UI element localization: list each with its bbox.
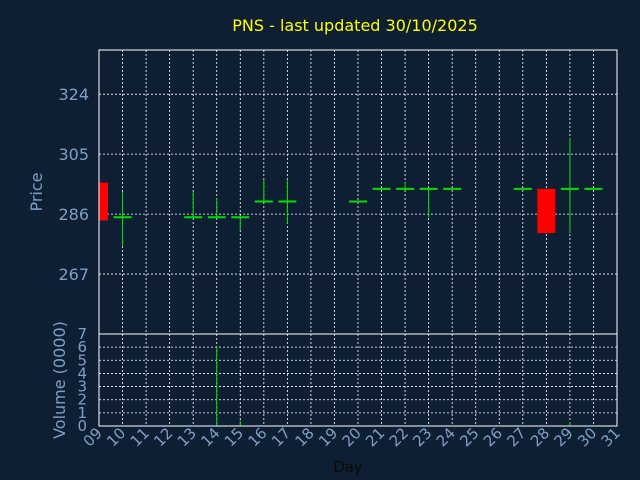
day-tick-labels: 0910111213141516171819202122232425262728… xyxy=(80,424,624,450)
price-axis-label: Price xyxy=(27,172,46,211)
volume-tick-label: 0 xyxy=(77,417,87,435)
day-axis-label: Day xyxy=(333,458,363,476)
volume-axis-label: Volume (0000) xyxy=(50,321,69,439)
candles xyxy=(98,138,603,246)
chart-title: PNS - last updated 30/10/2025 xyxy=(232,16,478,35)
candle-body xyxy=(537,188,556,234)
volume-tick-label: 7 xyxy=(77,325,87,343)
volume-tick-label: 5 xyxy=(77,351,87,369)
volume-tick-label: 3 xyxy=(77,378,87,396)
price-tick-labels: 267 286 305 324 xyxy=(58,85,89,284)
candle-body xyxy=(99,182,108,221)
volume-bars xyxy=(216,345,571,426)
volume-tick-label: 6 xyxy=(77,338,87,356)
volume-tick-label: 2 xyxy=(77,391,87,409)
volume-tick-label: 1 xyxy=(77,404,87,422)
price-tick-label: 267 xyxy=(58,265,89,284)
volume-tick-label: 4 xyxy=(77,364,87,382)
price-tick-label: 324 xyxy=(58,85,89,104)
price-tick-label: 286 xyxy=(58,205,89,224)
price-tick-label: 305 xyxy=(58,145,89,164)
volume-plot-frame xyxy=(98,333,618,427)
